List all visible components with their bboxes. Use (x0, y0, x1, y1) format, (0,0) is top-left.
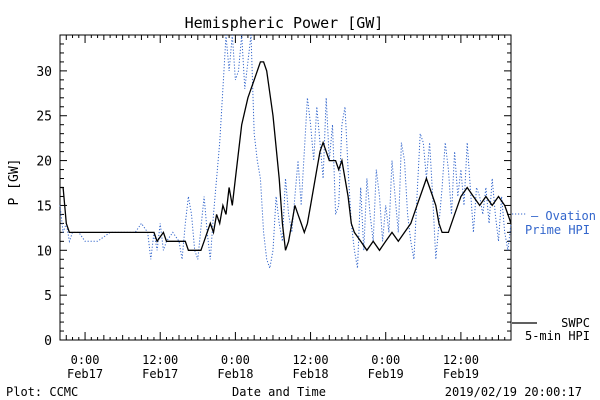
series-line-swpc (60, 61, 512, 252)
legend-label-ovation: — Ovation (531, 209, 596, 223)
footer-source: Plot: CCMC (6, 385, 78, 399)
x-tick-label-date: Feb18 (217, 367, 253, 381)
legend-label-swpc: SWPC (561, 316, 590, 330)
x-tick-label-time: 0:00 (71, 353, 100, 367)
footer-timestamp: 2019/02/19 20:00:17 (445, 385, 582, 399)
y-axis: 0 5 10 15 20 25 30 (36, 34, 511, 349)
x-axis-label: Date and Time (232, 385, 326, 399)
x-tick-label-time: 0:00 (371, 353, 400, 367)
y-tick-label: 0 (44, 334, 52, 349)
y-tick-label: 5 (44, 289, 52, 304)
plot-frame (59, 34, 512, 341)
x-tick-label-time: 12:00 (142, 353, 178, 367)
x-axis: 0:00Feb1712:00Feb170:00Feb1812:00Feb180:… (59, 35, 512, 381)
y-tick-label: 25 (36, 110, 52, 125)
series-line-ovation (59, 34, 512, 271)
chart-title: Hemispheric Power [GW] (185, 14, 384, 32)
x-tick-label-time: 0:00 (221, 353, 250, 367)
y-axis-label: P [GW] (7, 159, 22, 206)
legend-label-swpc-2: 5-min HPI (525, 329, 590, 343)
x-tick-label-time: 12:00 (443, 353, 479, 367)
x-tick-label-date: Feb19 (443, 367, 479, 381)
x-tick-label-date: Feb19 (368, 367, 404, 381)
y-tick-label: 10 (36, 244, 52, 259)
x-tick-label-date: Feb17 (142, 367, 178, 381)
x-tick-label-date: Feb17 (67, 367, 103, 381)
legend-label-ovation-2: Prime HPI (525, 223, 590, 237)
y-tick-label: 30 (36, 65, 52, 80)
series-layer (59, 34, 512, 271)
y-tick-label: 20 (36, 155, 52, 170)
x-tick-label-time: 12:00 (292, 353, 328, 367)
x-tick-label-date: Feb18 (292, 367, 328, 381)
y-tick-label: 15 (36, 199, 52, 214)
